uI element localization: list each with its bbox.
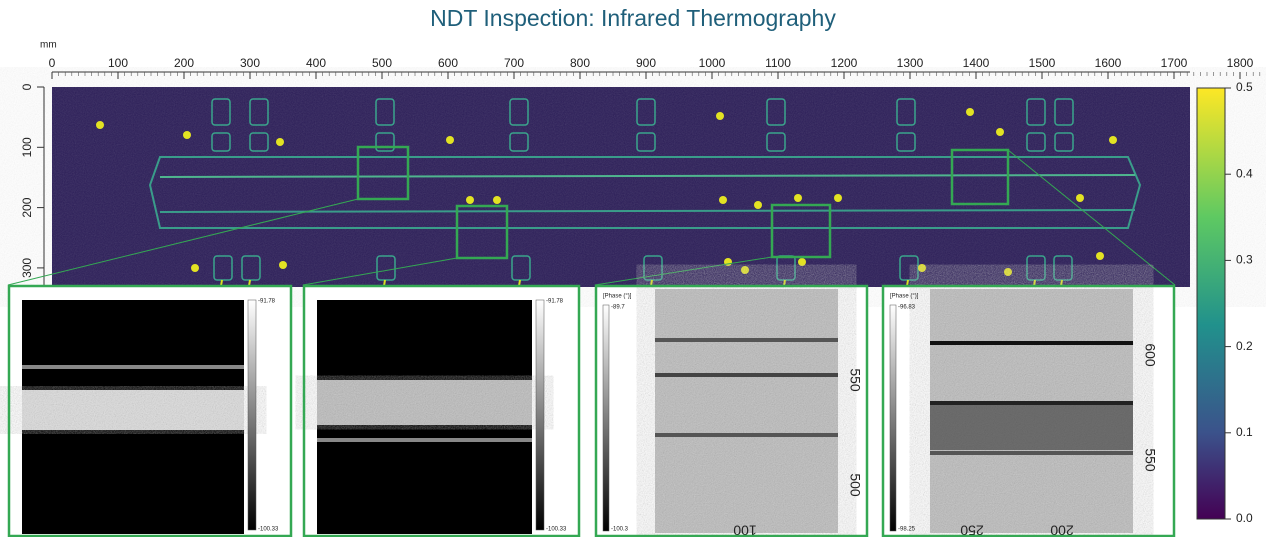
x-tick-label: 1000 [699,56,726,70]
inset-scale-top: -96.83 [898,305,916,311]
texture [52,87,1190,287]
hotspot [279,261,287,269]
x-tick-label: 1800 [1227,56,1254,70]
x-tick-label: 1300 [897,56,924,70]
hotspot [191,264,199,272]
hotspot [719,196,727,204]
colorbar-tick-label: 0.2 [1236,339,1253,353]
colorbar-tick-label: 0.4 [1236,166,1253,180]
x-tick-label: 700 [504,56,524,70]
x-tick-label: 300 [240,56,260,70]
inset-scale [248,300,256,530]
hotspot [446,136,454,144]
colorbar-tick-label: 0.5 [1236,80,1253,94]
x-tick-label: 1700 [1161,56,1188,70]
x-tick-label: 1400 [963,56,990,70]
hotspot [1109,136,1117,144]
inset-band [22,390,244,430]
hotspot [794,194,802,202]
inset-scale-bottom: -100.33 [258,527,279,533]
inset-scale [536,300,544,530]
x-tick-label: 600 [438,56,458,70]
hotspot [741,266,749,274]
x-tick-label: 1100 [765,56,791,70]
y-tick-label: 200 [20,197,34,217]
hotspot [493,196,501,204]
inset-scale-bottom: -100.33 [546,527,567,533]
x-tick-label: 200 [174,56,194,70]
y-tick-label: 100 [20,137,34,157]
hotspot [1096,252,1104,260]
x-tick-label: 0 [49,56,56,70]
hotspot [966,108,974,116]
inset-dark-band [930,405,1133,450]
hotspot [1076,194,1084,202]
colorbar-tick-label: 0.3 [1236,253,1253,267]
inset-scale-title: [Phase (°)] [890,294,919,300]
hotspot [1004,268,1012,276]
hotspot [716,112,724,120]
inset-band [317,380,532,425]
x-tick-label: 100 [108,56,128,70]
inset-y-label: 550 [847,368,863,392]
hotspot [918,264,926,272]
inset-scale-top: -91.78 [546,299,564,305]
inset-scale-bottom: -98.25 [898,527,916,533]
title: NDT Inspection: Infrared Thermography [430,5,836,31]
x-tick-label: 1500 [1029,56,1056,70]
inset-y-label: 500 [847,473,863,497]
inset-y-label: 600 [1142,343,1158,367]
hotspot [754,201,762,209]
inset-scale [890,305,896,531]
hotspot [466,196,474,204]
page: NDT Inspection: Infrared Thermography mm… [0,0,1266,537]
colorbar-tick-label: 0.0 [1236,511,1253,525]
insets: -91.78 -100.33 -91.78 -100.33 [Phase (°)] -89… [8,285,1175,537]
hotspot [183,131,191,139]
x-tick-label: 900 [636,56,656,70]
x-tick-label: 400 [306,56,326,70]
inset-scale-title: [Phase (°)] [603,294,632,300]
y-tick-label: 0 [20,83,34,90]
inset-scale-top: -91.78 [258,299,276,305]
colorbar [1197,88,1225,519]
colorbar-tick-label: 0.1 [1236,425,1253,439]
inset-scale [603,305,609,531]
inset-scale-top: -89.7 [611,305,625,311]
hotspot [834,194,842,202]
x-tick-label: 500 [372,56,392,70]
inset-y-label: 550 [1142,448,1158,472]
hotspot [996,128,1004,136]
hotspot [96,121,104,129]
x-tick-label: 1200 [831,56,858,70]
hotspot [276,138,284,146]
inset-image [655,289,838,533]
unit-label: mm [40,40,57,51]
y-tick-label: 300 [20,258,34,278]
x-tick-label: 1600 [1095,56,1122,70]
inset-scale-bottom: -100.3 [611,527,629,533]
hotspot [798,258,806,266]
x-tick-label: 800 [570,56,590,70]
